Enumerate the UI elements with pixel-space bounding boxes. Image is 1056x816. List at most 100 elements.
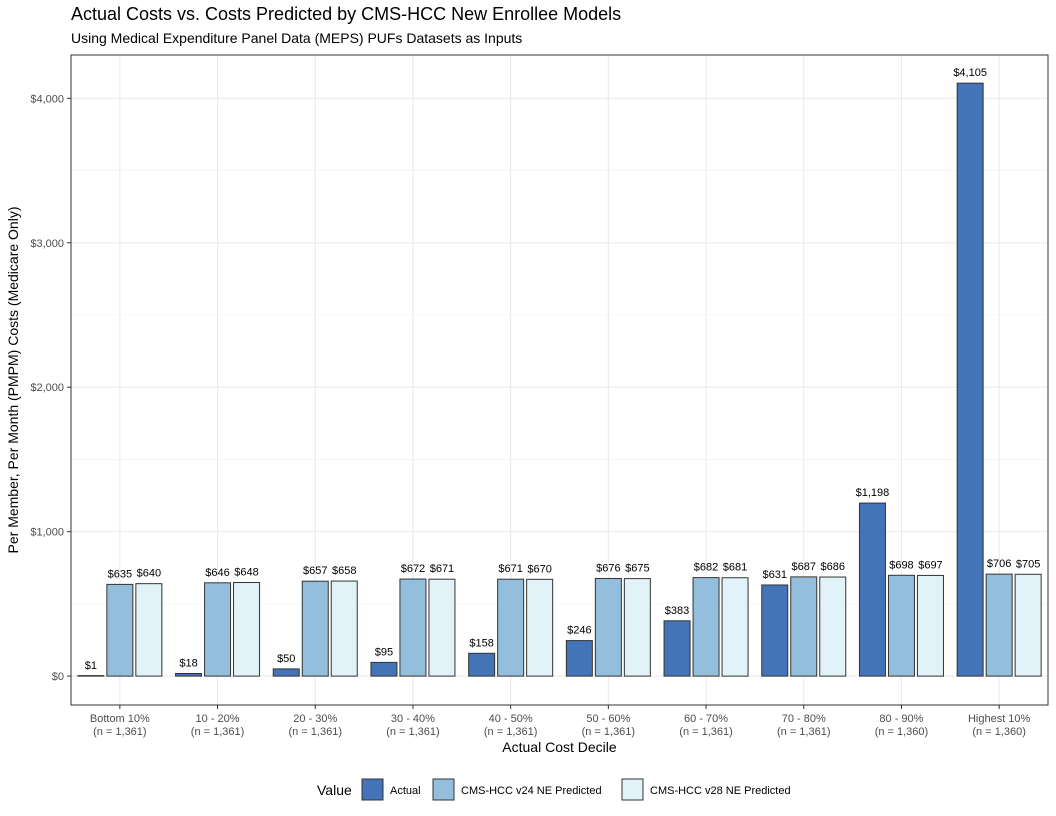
bar-value-label: $657 [303,565,327,577]
bar-value-label: $1 [85,660,97,672]
bar-value-label: $635 [108,568,132,580]
bar-cms-hcc-v24-ne-predicted-3 [301,580,329,677]
x-tick-label: 20 - 30% [293,713,337,725]
legend-label: Actual [390,785,421,797]
legend: Value Actual CMS-HCC v24 NE Predicted CMS-… [317,778,791,801]
bar-cms-hcc-v24-ne-predicted-8 [790,576,818,677]
x-tick-sublabel: (n = 1,360) [875,726,929,738]
bar-value-label: $686 [821,561,845,573]
bar-value-label: $697 [918,559,942,571]
x-tick-sublabel: (n = 1,361) [582,726,636,738]
y-tick-label: $0 [52,671,64,683]
x-tick-sublabel: (n = 1,360) [972,726,1026,738]
bar-value-label: $383 [665,605,689,617]
x-tick-label: 60 - 70% [684,713,728,725]
bar-cms-hcc-v28-ne-predicted-1 [135,583,163,677]
y-tick-label: $3,000 [30,238,64,250]
bar-value-label: $676 [596,562,620,574]
chart-subtitle: Using Medical Expenditure Panel Data (ME… [71,30,522,46]
legend-label: CMS-HCC v24 NE Predicted [461,785,602,797]
bar-value-label: $675 [625,563,649,575]
bar-value-label: $687 [792,561,816,573]
bar-actual-9 [858,502,886,677]
bar-cms-hcc-v28-ne-predicted-5 [526,578,554,677]
bar-cms-hcc-v28-ne-predicted-7 [721,577,749,677]
bar-value-label: $648 [234,567,258,579]
bar-cms-hcc-v28-ne-predicted-10 [1014,573,1042,677]
bar-value-label: $4,105 [953,67,987,79]
bar-value-label: $95 [375,646,393,658]
x-tick-label: Highest 10% [968,713,1031,725]
bar-actual-6 [565,640,593,677]
bar-value-label: $640 [137,568,161,580]
bar-actual-5 [468,652,496,677]
bar-cms-hcc-v24-ne-predicted-2 [204,582,232,677]
bar-cms-hcc-v24-ne-predicted-10 [985,573,1013,677]
bar-value-label: $18 [179,658,197,670]
bar-actual-1 [77,675,105,677]
bar-value-label: $671 [430,563,454,575]
bar-value-label: $672 [401,563,425,575]
bar-value-label: $1,198 [856,487,890,499]
bar-cms-hcc-v28-ne-predicted-8 [819,576,847,677]
x-tick-label: 10 - 20% [196,713,240,725]
y-tick-label: $4,000 [30,93,64,105]
x-tick-label: 80 - 90% [879,713,923,725]
bar-value-label: $658 [332,565,356,577]
bar-value-label: $158 [469,637,493,649]
x-tick-sublabel: (n = 1,361) [191,726,245,738]
x-axis: Bottom 10%(n = 1,361)10 - 20%(n = 1,361)… [90,705,1031,738]
bar-value-label: $50 [277,653,295,665]
bar-cms-hcc-v24-ne-predicted-1 [106,583,134,677]
bar-cms-hcc-v24-ne-predicted-9 [887,574,915,677]
bar-value-label: $698 [889,559,913,571]
bar-value-label: $631 [763,569,787,581]
bar-actual-3 [272,668,300,677]
x-tick-sublabel: (n = 1,361) [679,726,733,738]
x-tick-sublabel: (n = 1,361) [288,726,342,738]
bar-actual-4 [370,661,398,677]
bar-cms-hcc-v28-ne-predicted-6 [623,578,651,677]
bar-cms-hcc-v24-ne-predicted-5 [497,578,525,677]
legend-label: CMS-HCC v28 NE Predicted [650,785,791,797]
legend-title: Value [317,782,352,798]
bar-value-label: $705 [1016,558,1040,570]
legend-key-1 [361,778,384,801]
bar-labels: $1 $635 $640 $18 $646 $648 $50 $657 $658 $95 $672 $… [85,67,1041,672]
x-tick-sublabel: (n = 1,361) [484,726,538,738]
x-tick-label: Bottom 10% [90,713,150,725]
bar-cms-hcc-v24-ne-predicted-7 [692,577,720,677]
bar-cms-hcc-v24-ne-predicted-4 [399,578,427,677]
bar-cms-hcc-v28-ne-predicted-4 [428,578,456,677]
bar-value-label: $681 [723,562,747,574]
x-tick-sublabel: (n = 1,361) [777,726,831,738]
x-tick-label: 30 - 40% [391,713,435,725]
bar-value-label: $246 [567,625,591,637]
bar-actual-10 [956,82,984,677]
x-axis-title: Actual Cost Decile [502,739,617,755]
x-tick-label: 70 - 80% [782,713,826,725]
bar-value-label: $682 [694,562,718,574]
bar-cms-hcc-v28-ne-predicted-9 [916,574,944,677]
bar-cms-hcc-v24-ne-predicted-6 [594,577,622,677]
plot-panel [70,54,1049,706]
y-tick-label: $1,000 [30,527,64,539]
x-tick-label: 40 - 50% [489,713,533,725]
chart-title: Actual Costs vs. Costs Predicted by CMS-… [71,4,621,24]
bar-actual-8 [761,584,789,677]
bar-value-label: $646 [205,567,229,579]
legend-key-2 [432,778,455,801]
bar-value-label: $671 [498,563,522,575]
x-tick-sublabel: (n = 1,361) [386,726,440,738]
y-axis-title: Per Member, Per Month (PMPM) Costs (Medi… [5,207,21,554]
x-tick-label: 50 - 60% [586,713,630,725]
bar-cms-hcc-v28-ne-predicted-3 [330,580,358,677]
bar-actual-7 [663,620,691,677]
legend-key-3 [621,778,644,801]
bar-value-label: $706 [987,558,1011,570]
y-tick-label: $2,000 [30,382,64,394]
bar-cms-hcc-v28-ne-predicted-2 [233,582,261,677]
y-axis: $0 $1,000 $2,000 $3,000 $4,000 [30,93,71,683]
bars [77,82,1042,677]
